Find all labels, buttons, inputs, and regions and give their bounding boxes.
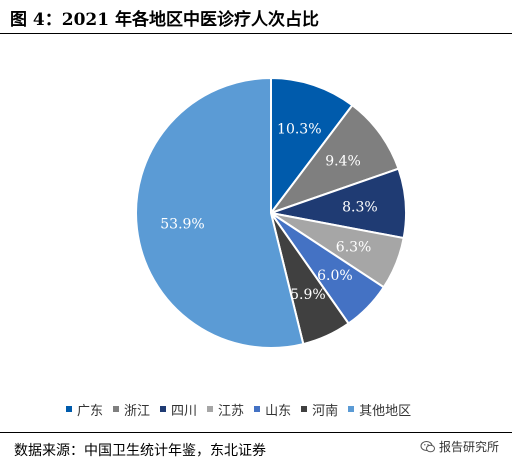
legend-swatch — [160, 406, 167, 412]
wechat-icon — [420, 440, 435, 452]
source-note: 数据来源：中国卫生统计年鉴，东北证券 — [14, 443, 266, 459]
legend-swatch — [348, 406, 355, 412]
watermark: 报告研究所 — [420, 438, 499, 455]
slice-data-label: 10.3% — [277, 122, 321, 138]
legend-swatch — [301, 406, 308, 412]
slice-data-label: 6.3% — [336, 239, 372, 255]
legend-label: 其他地区 — [359, 403, 412, 419]
pie-chart: 10.3%9.4% 8.3% 6.3% 6.0% 5.9% 53.9% — [135, 76, 407, 349]
legend-label: 山东 — [265, 403, 292, 419]
slice-data-label: 8.3% — [342, 199, 378, 215]
legend-item: 河南 — [301, 400, 338, 419]
legend-label: 江苏 — [218, 403, 245, 419]
legend-label: 广东 — [77, 403, 104, 419]
legend-swatch — [113, 406, 120, 412]
title-bar: 图 4：2021 年各地区中医诊疗人次占比 — [0, 0, 512, 34]
footer-divider — [0, 432, 512, 433]
legend-swatch — [66, 406, 72, 412]
legend-item: 山东 — [254, 400, 291, 419]
slice-data-label: 53.9% — [160, 217, 204, 233]
legend-item: 江苏 — [207, 400, 244, 419]
slice-data-label: 5.9% — [290, 287, 326, 303]
pie-slice-2 — [268, 103, 400, 216]
legend-label: 四川 — [171, 403, 198, 419]
legend-swatch — [254, 406, 261, 412]
title-divider — [0, 33, 512, 34]
slice-data-label: 6.0% — [317, 268, 353, 284]
legend-label: 浙江 — [124, 403, 151, 419]
legend-label: 河南 — [312, 403, 339, 419]
legend-item: 四川 — [160, 400, 197, 419]
chart-legend: 广东 浙江 四川 江苏 山东 河南 其他地区 — [66, 398, 411, 420]
watermark-text: 报告研究所 — [439, 440, 500, 454]
legend-item: 浙江 — [113, 400, 150, 419]
legend-item: 其他地区 — [348, 400, 411, 419]
slice-data-label: 9.4% — [325, 154, 361, 170]
pie-slice-1 — [270, 76, 354, 216]
legend-swatch — [207, 406, 214, 412]
pie-slice-7 — [135, 76, 305, 349]
legend-item: 广东 — [66, 400, 103, 419]
chart-title: 图 4：2021 年各地区中医诊疗人次占比 — [10, 10, 319, 30]
